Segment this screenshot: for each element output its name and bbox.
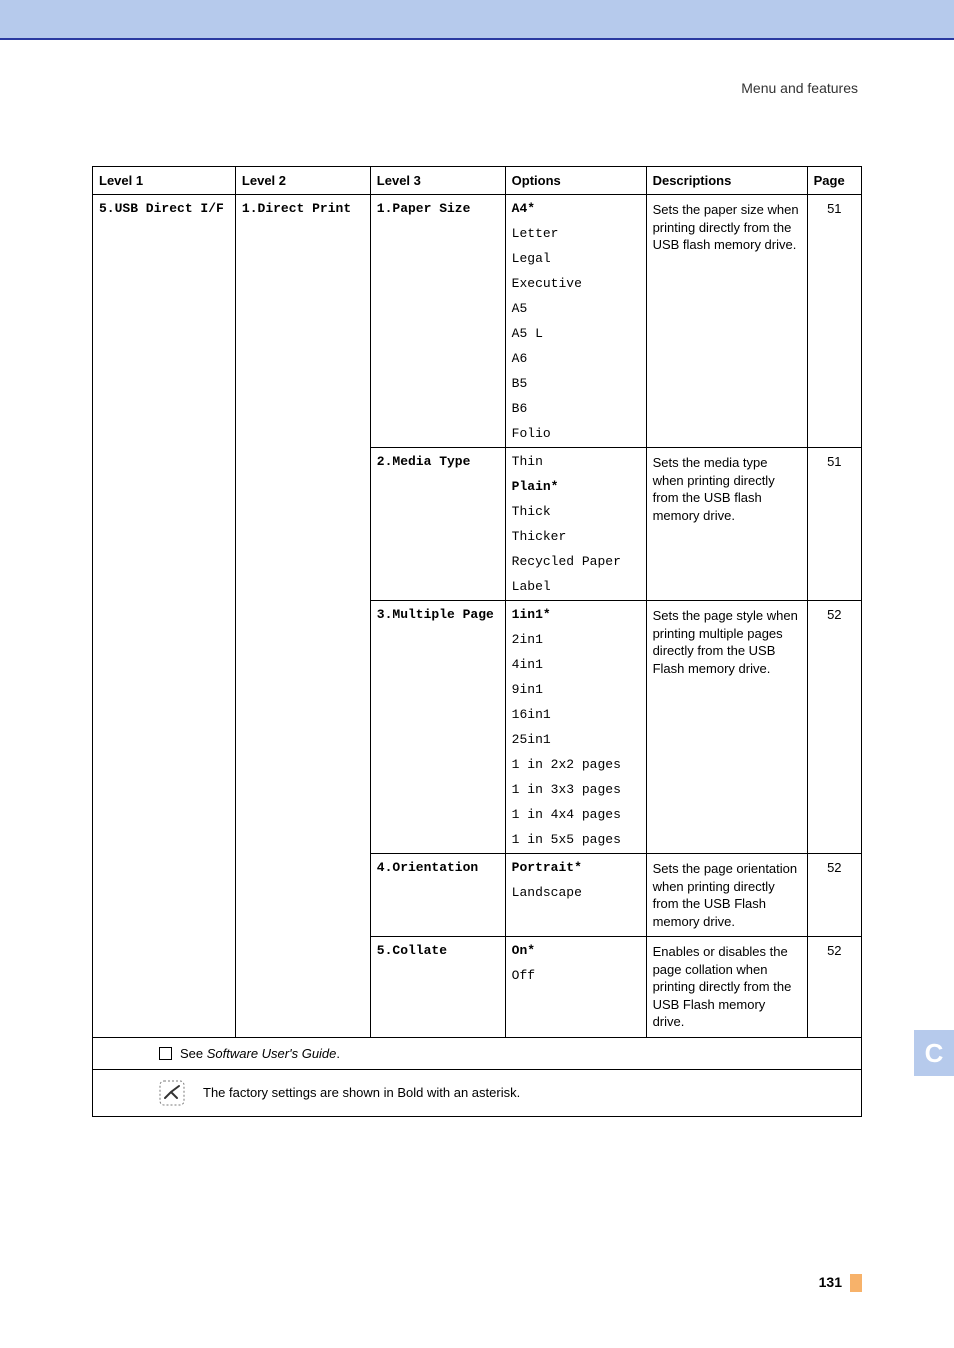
- cell-page: 51: [807, 448, 861, 601]
- cell-options: On* Off: [505, 937, 646, 1038]
- option-item: Thick: [512, 504, 640, 519]
- note-text: The factory settings are shown in Bold w…: [203, 1085, 520, 1100]
- cell-description: Sets the page style when printing multip…: [646, 601, 807, 854]
- see-prefix: See: [180, 1046, 207, 1061]
- page-number: 131: [819, 1274, 842, 1290]
- option-item: Recycled Paper: [512, 554, 640, 569]
- cell-level3: 3.Multiple Page: [370, 601, 505, 854]
- option-item: 2in1: [512, 632, 640, 647]
- cell-level3: 4.Orientation: [370, 854, 505, 937]
- cell-options: Portrait* Landscape: [505, 854, 646, 937]
- col-level1: Level 1: [93, 167, 236, 195]
- cell-description: Enables or disables the page collation w…: [646, 937, 807, 1038]
- option-item: Letter: [512, 226, 640, 241]
- table-footer-see: See Software User's Guide.: [93, 1037, 862, 1069]
- option-item: 25in1: [512, 732, 640, 747]
- cell-options: A4* Letter Legal Executive A5 A5 L A6 B5…: [505, 195, 646, 448]
- option-item: Plain*: [512, 479, 640, 494]
- option-item: B5: [512, 376, 640, 391]
- option-item: 9in1: [512, 682, 640, 697]
- option-item: Landscape: [512, 885, 640, 900]
- cell-page: 52: [807, 854, 861, 937]
- option-item: Executive: [512, 276, 640, 291]
- table-header-row: Level 1 Level 2 Level 3 Options Descript…: [93, 167, 862, 195]
- option-item: Folio: [512, 426, 640, 441]
- option-item: A5: [512, 301, 640, 316]
- option-item: Portrait*: [512, 860, 640, 875]
- cell-level2: 1.Direct Print: [235, 195, 370, 1038]
- option-item: Off: [512, 968, 640, 983]
- option-item: A5 L: [512, 326, 640, 341]
- menu-table: Level 1 Level 2 Level 3 Options Descript…: [92, 166, 862, 1117]
- cell-level3: 1.Paper Size: [370, 195, 505, 448]
- option-item: 1 in 2x2 pages: [512, 757, 640, 772]
- col-page: Page: [807, 167, 861, 195]
- cell-options: Thin Plain* Thick Thicker Recycled Paper…: [505, 448, 646, 601]
- breadcrumb: Menu and features: [0, 40, 954, 96]
- cell-level3: 2.Media Type: [370, 448, 505, 601]
- option-item: 4in1: [512, 657, 640, 672]
- table-row: 5.USB Direct I/F 1.Direct Print 1.Paper …: [93, 195, 862, 448]
- col-descriptions: Descriptions: [646, 167, 807, 195]
- section-tab-label: C: [925, 1038, 944, 1069]
- option-item: B6: [512, 401, 640, 416]
- cell-page: 52: [807, 601, 861, 854]
- cell-level1: 5.USB Direct I/F: [93, 195, 236, 1038]
- checkbox-icon: [159, 1047, 172, 1060]
- see-text: See Software User's Guide.: [180, 1046, 340, 1061]
- accent-bar: [850, 1274, 862, 1292]
- option-item: Thin: [512, 454, 640, 469]
- option-item: A4*: [512, 201, 640, 216]
- cell-options: 1in1* 2in1 4in1 9in1 16in1 25in1 1 in 2x…: [505, 601, 646, 854]
- cell-description: Sets the media type when printing direct…: [646, 448, 807, 601]
- col-level2: Level 2: [235, 167, 370, 195]
- option-item: Thicker: [512, 529, 640, 544]
- option-item: 1 in 3x3 pages: [512, 782, 640, 797]
- see-doc: Software User's Guide: [207, 1046, 337, 1061]
- cell-description: Sets the paper size when printing direct…: [646, 195, 807, 448]
- table-footer-note: The factory settings are shown in Bold w…: [93, 1069, 862, 1116]
- cell-level3: 5.Collate: [370, 937, 505, 1038]
- option-item: 1 in 4x4 pages: [512, 807, 640, 822]
- cell-description: Sets the page orientation when printing …: [646, 854, 807, 937]
- note-icon: [159, 1080, 185, 1106]
- col-options: Options: [505, 167, 646, 195]
- option-item: A6: [512, 351, 640, 366]
- option-item: Legal: [512, 251, 640, 266]
- option-item: 1 in 5x5 pages: [512, 832, 640, 847]
- menu-table-container: Level 1 Level 2 Level 3 Options Descript…: [0, 96, 954, 1117]
- option-item: Label: [512, 579, 640, 594]
- see-suffix: .: [336, 1046, 340, 1061]
- section-tab: C: [914, 1030, 954, 1076]
- cell-page: 52: [807, 937, 861, 1038]
- top-band: [0, 0, 954, 40]
- option-item: On*: [512, 943, 640, 958]
- cell-page: 51: [807, 195, 861, 448]
- option-item: 1in1*: [512, 607, 640, 622]
- col-level3: Level 3: [370, 167, 505, 195]
- option-item: 16in1: [512, 707, 640, 722]
